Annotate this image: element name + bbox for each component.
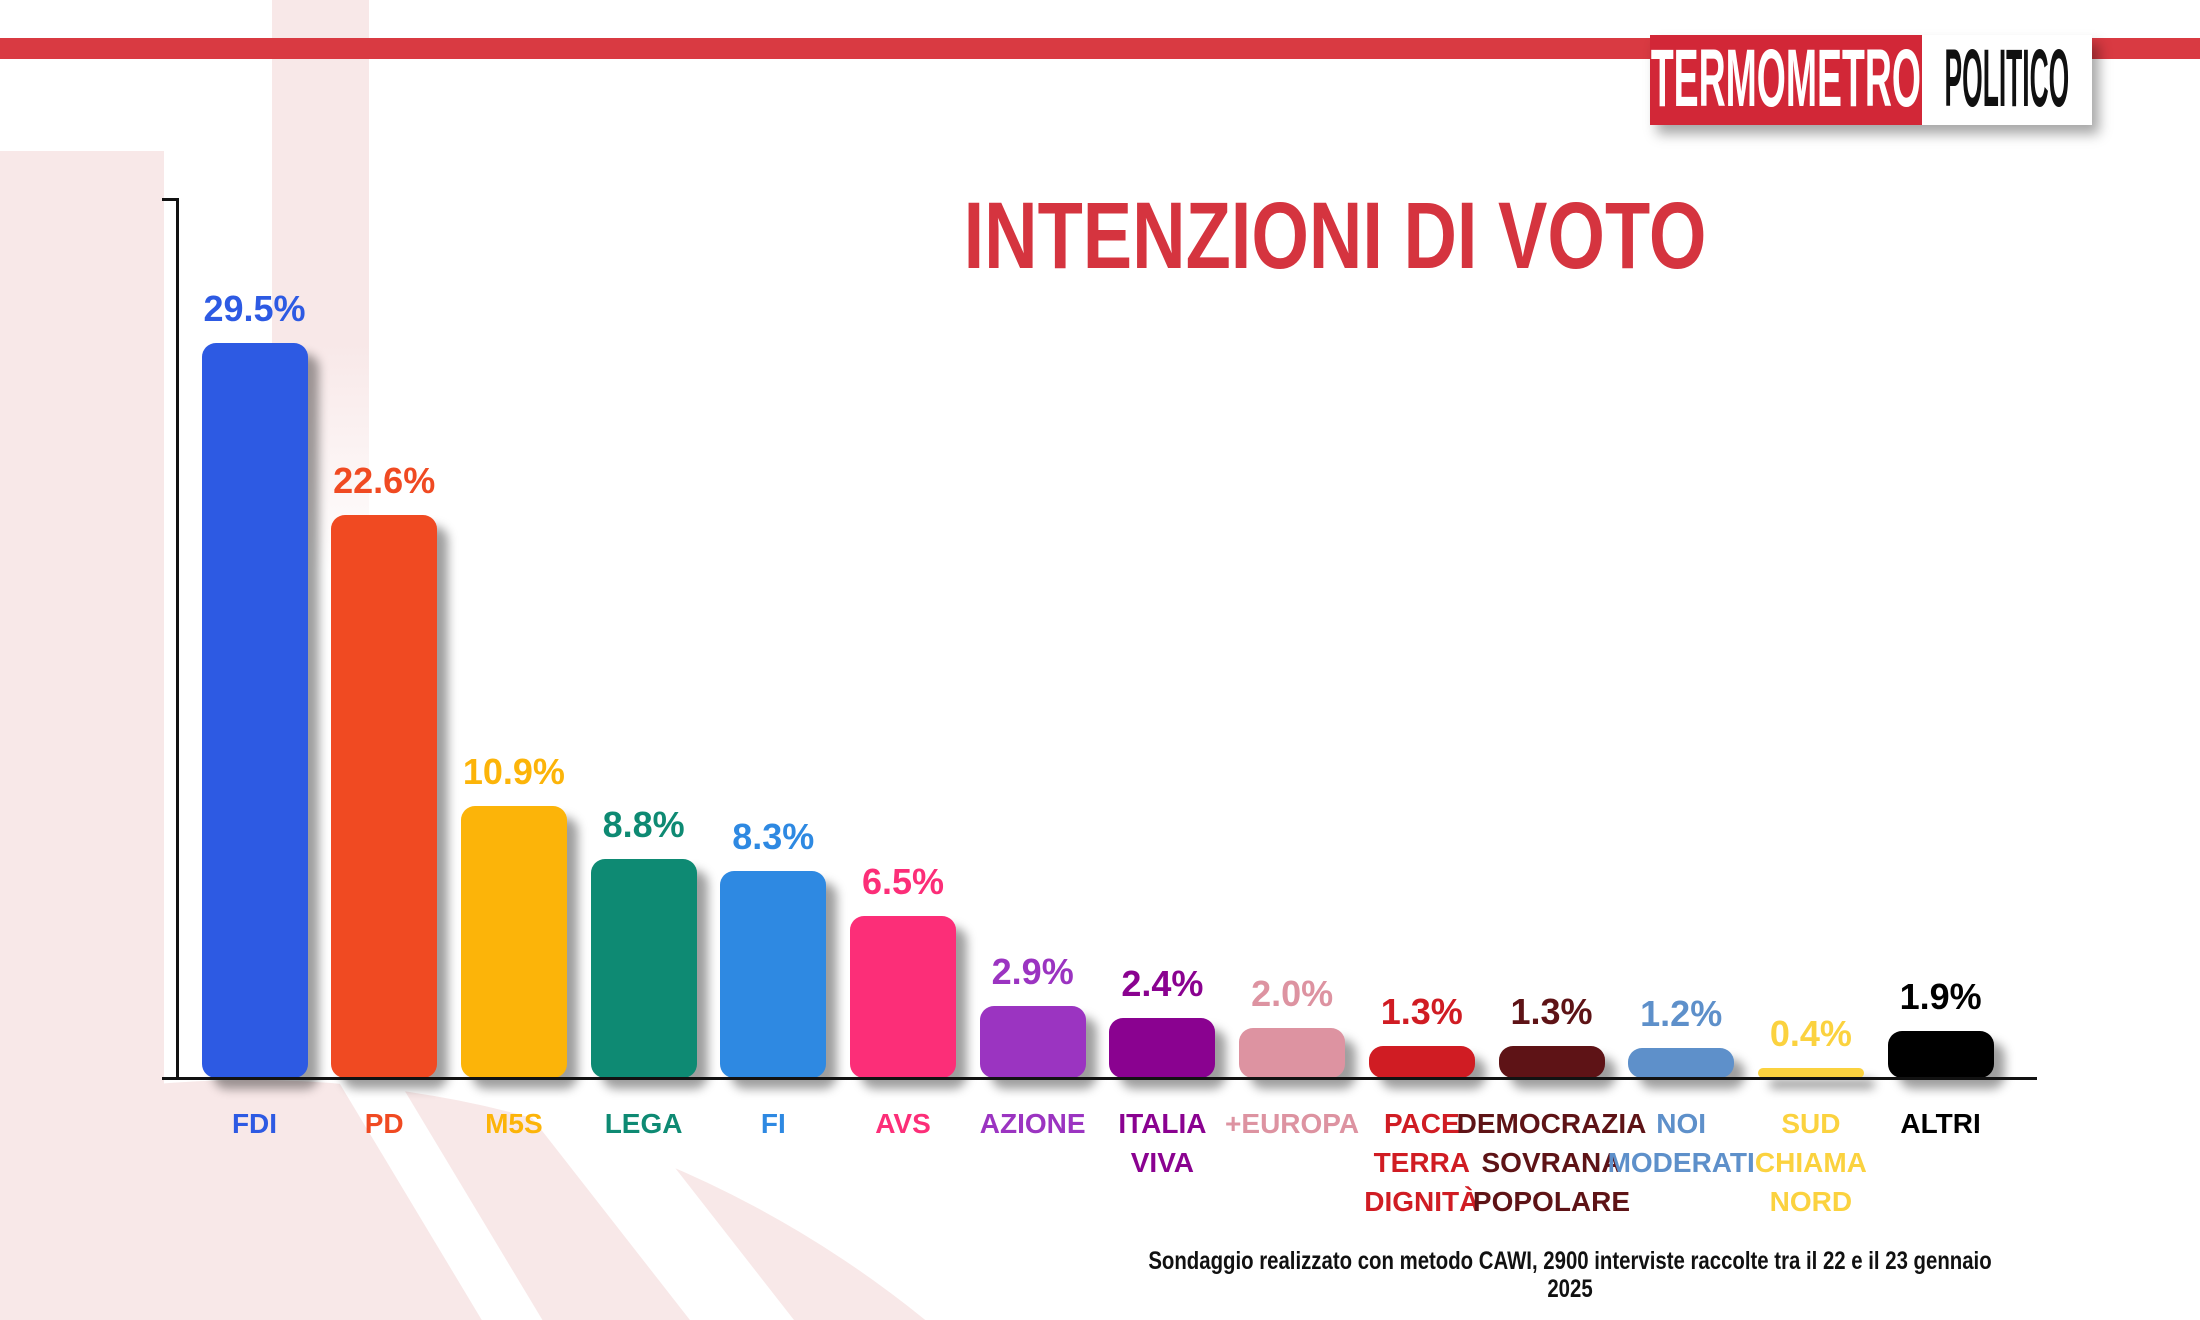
party-label-line: TERRA bbox=[1373, 1147, 1471, 1178]
value-label-italia-viva: 2.4% bbox=[1121, 963, 1204, 1004]
x-axis-line bbox=[162, 1077, 2037, 1080]
party-label-line: NORD bbox=[1769, 1186, 1853, 1217]
bar-europa bbox=[1239, 1028, 1346, 1078]
party-label-line: LEGA bbox=[604, 1108, 683, 1139]
logo-politico-text: POLITICO bbox=[1944, 35, 2070, 125]
logo-termometro-text: TERMOMETRO bbox=[1650, 35, 1922, 125]
party-label-democrazia-sovrana-popolare: DEMOCRAZIA SOVRANA POPOLARE bbox=[1422, 1104, 1682, 1221]
bar-democrazia-sovrana-popolare bbox=[1498, 1046, 1605, 1078]
party-label-line: POPOLARE bbox=[1472, 1186, 1631, 1217]
bar-noi-moderati bbox=[1628, 1048, 1735, 1078]
value-label-pace-terra-dignit: 1.3% bbox=[1380, 991, 1463, 1032]
bar-altri bbox=[1887, 1031, 1994, 1078]
party-label-line: FI bbox=[760, 1108, 786, 1139]
party-label-line: PACE bbox=[1383, 1108, 1460, 1139]
value-label-m5s: 10.9% bbox=[462, 751, 565, 792]
value-label-sud-chiama-nord: 0.4% bbox=[1769, 1013, 1852, 1054]
value-label-democrazia-sovrana-popolare: 1.3% bbox=[1510, 991, 1593, 1032]
party-label-line: VIVA bbox=[1130, 1147, 1195, 1178]
party-label-line: MODERATI bbox=[1607, 1147, 1755, 1178]
bar-pace-terra-dignit bbox=[1368, 1046, 1475, 1078]
value-label-pd: 22.6% bbox=[333, 460, 436, 501]
party-label-line: M5S bbox=[485, 1108, 543, 1139]
party-label-altri: ALTRI bbox=[1811, 1104, 2071, 1143]
party-label-line: CHIAMA bbox=[1754, 1147, 1867, 1178]
value-label-noi-moderati: 1.2% bbox=[1640, 993, 1723, 1034]
bar-avs bbox=[850, 916, 956, 1078]
party-label-lega: LEGA bbox=[514, 1104, 774, 1143]
value-label-europa: 2.0% bbox=[1251, 973, 1334, 1014]
party-label-fi: FI bbox=[643, 1104, 903, 1143]
party-label-line: ALTRI bbox=[1900, 1108, 1981, 1139]
value-label-altri: 1.9% bbox=[1899, 976, 1982, 1017]
party-label-line: ITALIA bbox=[1118, 1108, 1207, 1139]
chart-title: INTENZIONI DI VOTO bbox=[963, 182, 1707, 289]
party-label-noi-moderati: NOI MODERATI bbox=[1551, 1104, 1811, 1182]
bar-sud-chiama-nord bbox=[1757, 1068, 1864, 1078]
party-label-line: AZIONE bbox=[979, 1108, 1086, 1139]
party-label-avs: AVS bbox=[773, 1104, 1033, 1143]
y-axis-top-tick bbox=[162, 198, 179, 201]
party-label-line: DEMOCRAZIA bbox=[1456, 1108, 1647, 1139]
party-label-pd: PD bbox=[254, 1104, 514, 1143]
bar-italia-viva bbox=[1109, 1018, 1216, 1078]
bar-azione bbox=[979, 1006, 1086, 1078]
termometro-politico-logo: TERMOMETRO POLITICO bbox=[1650, 35, 2092, 125]
party-label-line: +EUROPA bbox=[1225, 1108, 1360, 1139]
party-label-line: FDI bbox=[231, 1108, 278, 1139]
party-label-italia-viva: ITALIA VIVA bbox=[1032, 1104, 1292, 1182]
value-label-fdi: 29.5% bbox=[203, 288, 306, 329]
party-label-m5s: M5S bbox=[384, 1104, 644, 1143]
party-label-line: NOI bbox=[1656, 1108, 1707, 1139]
bg-pink-bottom-decor bbox=[0, 1060, 1000, 1320]
value-label-avs: 6.5% bbox=[861, 861, 945, 902]
bar-fi bbox=[720, 871, 827, 1078]
y-axis-line bbox=[176, 198, 179, 1080]
party-label-line: DIGNITÀ bbox=[1364, 1186, 1480, 1217]
methodology-caption: Sondaggio realizzato con metodo CAWI, 29… bbox=[1148, 1247, 1992, 1304]
value-label-fi: 8.3% bbox=[732, 816, 815, 857]
party-label-azione: AZIONE bbox=[903, 1104, 1163, 1143]
bar-fdi bbox=[201, 343, 308, 1078]
logo-politico-box: POLITICO bbox=[1922, 35, 2092, 125]
logo-termometro-box: TERMOMETRO bbox=[1650, 35, 1922, 125]
party-label-fdi: FDI bbox=[125, 1104, 385, 1143]
party-label-line: SOVRANA bbox=[1481, 1147, 1622, 1178]
bar-pd bbox=[331, 515, 438, 1078]
value-label-azione: 2.9% bbox=[991, 951, 1074, 992]
bar-lega bbox=[590, 859, 697, 1078]
party-label-europa: +EUROPA bbox=[1162, 1104, 1422, 1143]
party-label-pace-terra-dignit: PACE TERRA DIGNITÀ bbox=[1292, 1104, 1552, 1221]
party-label-line: PD bbox=[364, 1108, 404, 1139]
party-label-sud-chiama-nord: SUD CHIAMA NORD bbox=[1681, 1104, 1941, 1221]
value-label-lega: 8.8% bbox=[602, 804, 685, 845]
party-label-line: AVS bbox=[875, 1108, 931, 1139]
bar-m5s bbox=[460, 806, 567, 1078]
party-label-line: SUD bbox=[1781, 1108, 1841, 1139]
